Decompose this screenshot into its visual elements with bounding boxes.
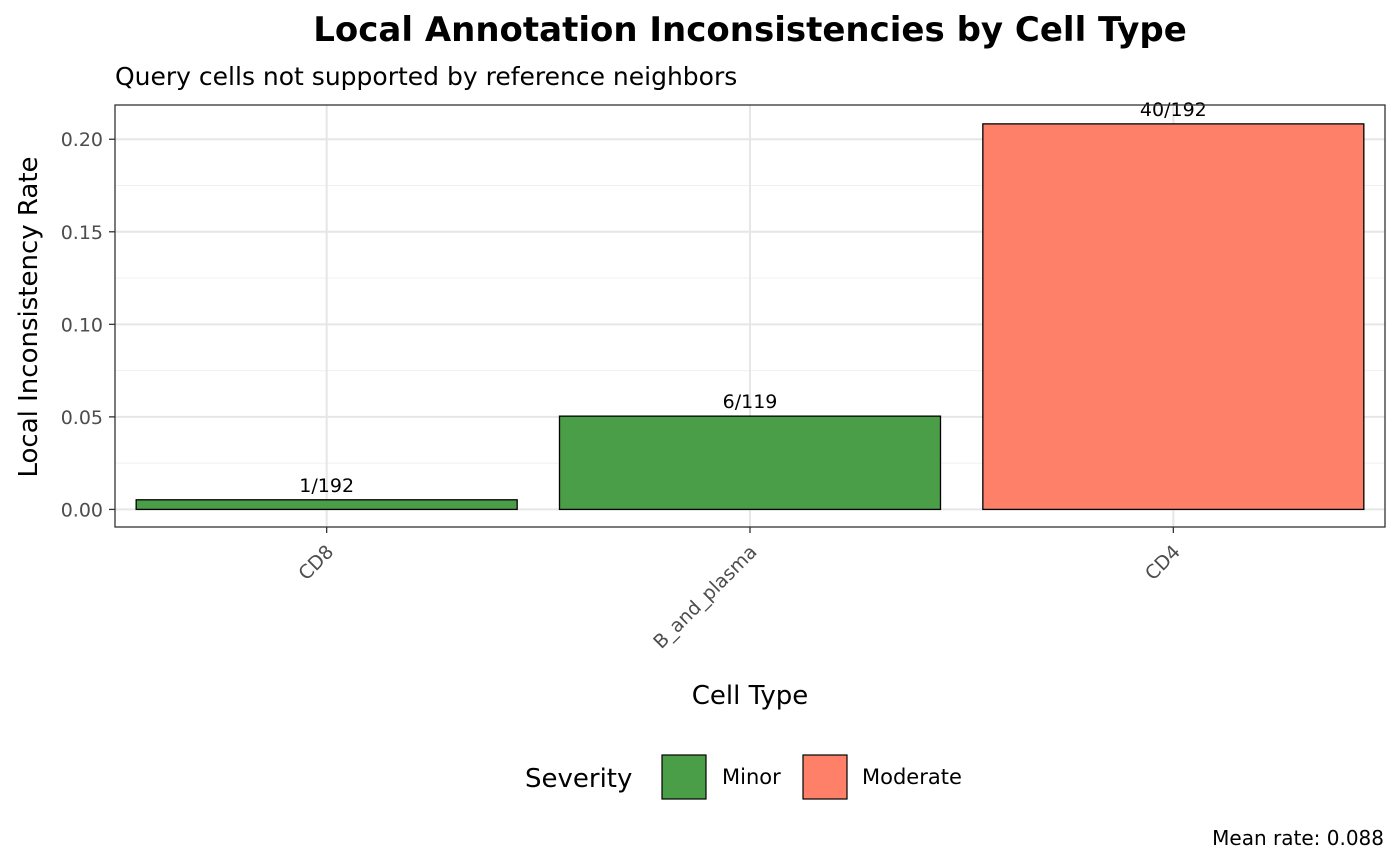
bar-cd4 bbox=[982, 123, 1365, 511]
bar-cd8 bbox=[135, 499, 518, 511]
bar-b-and-plasma bbox=[558, 415, 942, 511]
caption: Mean rate: 0.088 bbox=[1212, 826, 1384, 850]
y-axis-title: Local Inconsistency Rate bbox=[14, 156, 44, 477]
bar-label: 6/119 bbox=[723, 391, 778, 413]
y-tick-label: 0.00 bbox=[61, 499, 103, 521]
x-tick-label: B_and_plasma bbox=[649, 541, 761, 653]
chart-subtitle: Query cells not supported by reference n… bbox=[115, 62, 737, 91]
bar-label: 1/192 bbox=[299, 475, 354, 497]
legend-label-moderate: Moderate bbox=[862, 765, 962, 789]
bar-label: 40/192 bbox=[1140, 99, 1207, 121]
chart-title: Local Annotation Inconsistencies by Cell… bbox=[313, 10, 1187, 50]
x-tick-label: CD8 bbox=[294, 541, 338, 585]
y-tick-label: 0.10 bbox=[61, 314, 103, 336]
legend-key-minor bbox=[661, 754, 707, 800]
x-axis-title: Cell Type bbox=[692, 681, 809, 711]
legend-label-minor: Minor bbox=[722, 765, 781, 789]
y-tick-label: 0.05 bbox=[61, 407, 103, 429]
y-tick-label: 0.15 bbox=[61, 222, 103, 244]
legend: Severity Minor Moderate bbox=[525, 754, 962, 800]
x-tick-label: CD4 bbox=[1141, 541, 1185, 585]
legend-key-moderate bbox=[802, 754, 848, 800]
plot-area: 1/192 6/119 40/192 0.00 0.05 0.10 0.15 0.20 CD8 B… bbox=[61, 99, 1386, 653]
legend-title: Severity bbox=[525, 764, 632, 794]
y-tick-label: 0.20 bbox=[61, 129, 103, 151]
